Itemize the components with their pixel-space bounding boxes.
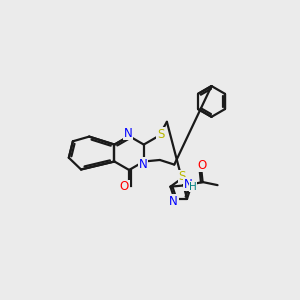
Text: N: N [169, 195, 178, 208]
Text: N: N [184, 178, 193, 191]
Text: S: S [178, 170, 186, 183]
Text: N: N [139, 158, 147, 171]
Text: H: H [189, 182, 197, 192]
Text: O: O [120, 180, 129, 193]
Text: S: S [157, 128, 164, 141]
Text: N: N [124, 127, 133, 140]
Text: O: O [197, 159, 206, 172]
